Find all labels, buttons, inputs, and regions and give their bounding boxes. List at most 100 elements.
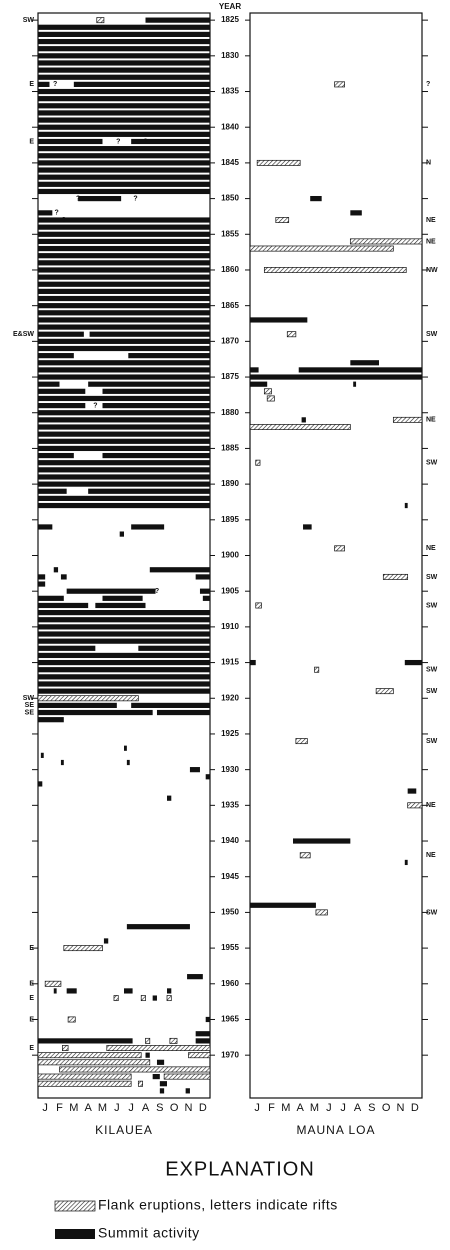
summit-bar: [38, 81, 50, 87]
panel-frame: [249, 12, 423, 1099]
summit-bar: [38, 674, 210, 680]
rift-label: ?: [426, 81, 430, 88]
flank-bar: [67, 1016, 76, 1023]
summit-bar: [38, 381, 60, 387]
summit-bar: [250, 317, 308, 323]
summit-bar: [250, 367, 259, 373]
summit-bar: [38, 217, 210, 223]
rift-label: N: [426, 160, 431, 167]
summit-bar: [38, 474, 210, 480]
summit-bar: [38, 481, 210, 487]
rift-label: NW: [426, 267, 438, 274]
x-tick-label: O: [382, 1102, 391, 1114]
summit-bar: [145, 1052, 150, 1058]
y-tick-label: 1945: [221, 872, 239, 881]
summit-bar: [159, 1081, 167, 1087]
summit-bar: [88, 488, 210, 494]
summit-bar: [189, 767, 200, 773]
legend-title: EXPLANATION: [165, 1158, 315, 1180]
x-tick-label: J: [128, 1102, 134, 1114]
summit-bar: [38, 167, 210, 173]
summit-bar: [38, 631, 210, 637]
rift-label: NE: [426, 238, 436, 245]
summit-bar: [404, 502, 408, 509]
flank-bar: [407, 802, 423, 809]
summit-bar: [250, 659, 256, 666]
summit-bar: [38, 117, 210, 123]
y-tick-label: 1915: [221, 658, 239, 667]
flank-bar: [255, 459, 261, 466]
query-mark: ?: [116, 138, 120, 145]
summit-bar: [195, 1031, 210, 1037]
summit-bar: [38, 667, 210, 673]
flank-bar: [44, 980, 62, 987]
summit-bar: [350, 210, 362, 216]
summit-bar: [38, 645, 96, 651]
summit-bar: [38, 31, 210, 38]
summit-bar: [38, 131, 210, 137]
rift-label: E: [29, 138, 34, 145]
summit-bar: [38, 574, 46, 580]
summit-bar: [38, 467, 210, 473]
summit-bar: [38, 610, 210, 616]
summit-bar: [53, 567, 59, 573]
flank-bar: [349, 238, 423, 245]
y-tick-label: 1955: [221, 943, 239, 952]
flank-bar: [263, 267, 407, 273]
flank-bar: [275, 217, 290, 223]
x-tick-label: N: [185, 1102, 193, 1114]
query-mark: ?: [62, 217, 66, 224]
flank-bar: [37, 1073, 132, 1080]
flank-bar: [163, 1073, 211, 1080]
summit-bar: [159, 1088, 165, 1094]
summit-bar: [38, 110, 210, 116]
y-tick-label: 1885: [221, 444, 239, 453]
rift-label: E: [29, 81, 34, 88]
y-tick-label: 1920: [221, 693, 239, 702]
summit-bar: [38, 317, 210, 323]
flank-bar: [299, 852, 311, 859]
summit-bar: [38, 88, 210, 95]
summit-bar: [38, 138, 103, 145]
summit-bar: [38, 53, 210, 59]
summit-bar: [38, 310, 210, 316]
summit-bar: [38, 324, 210, 330]
flank-bar: [314, 666, 320, 673]
summit-bar: [195, 574, 210, 580]
flank-bar: [263, 388, 272, 395]
summit-bar: [38, 188, 210, 195]
summit-bar: [119, 531, 124, 537]
summit-bar: [103, 938, 109, 944]
summit-bar: [38, 659, 210, 666]
summit-bar: [301, 417, 306, 423]
summit-bar: [124, 988, 133, 994]
summit-bar: [38, 146, 210, 152]
flank-bar: [188, 1052, 211, 1059]
legend-swatch: [54, 1200, 96, 1212]
rift-label: E: [29, 995, 34, 1002]
y-tick-label: 1830: [221, 51, 239, 60]
summit-bar: [128, 353, 210, 359]
summit-bar: [102, 452, 210, 459]
summit-bar: [38, 502, 210, 509]
summit-bar: [38, 524, 53, 530]
flank-bar: [166, 995, 172, 1002]
y-tick-label: 1855: [221, 229, 239, 238]
summit-bar: [38, 224, 210, 230]
flank-bar: [169, 1037, 178, 1044]
x-tick-label: S: [156, 1102, 163, 1114]
summit-bar: [60, 759, 64, 766]
flank-bar: [249, 424, 351, 430]
rift-label: SW: [426, 574, 438, 581]
y-axis-label: YEAR: [219, 2, 241, 11]
x-tick-label: A: [84, 1102, 92, 1114]
y-tick-label: 1900: [221, 551, 239, 560]
summit-bar: [38, 231, 210, 237]
summit-bar: [38, 495, 210, 501]
summit-bar: [38, 345, 210, 352]
summit-bar: [38, 452, 74, 459]
x-tick-label: A: [296, 1102, 304, 1114]
summit-bar: [38, 38, 210, 45]
flank-bar: [382, 573, 409, 580]
